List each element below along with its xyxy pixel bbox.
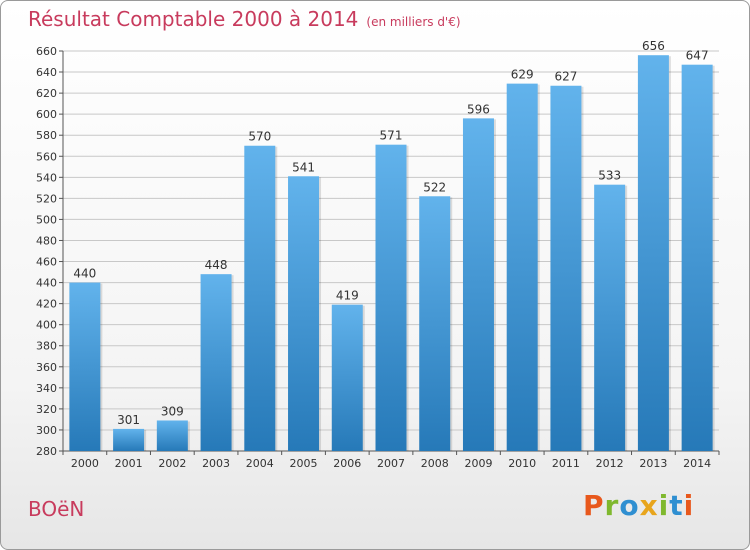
x-tick-label: 2002 [158,457,186,470]
y-tick-label: 300 [36,424,57,437]
bar-value-label: 522 [423,180,446,194]
bar-value-label: 570 [248,130,271,144]
bar [681,64,713,452]
bar [462,118,494,452]
bar [594,184,626,451]
x-tick-label: 2006 [333,457,361,470]
y-tick-label: 560 [36,150,57,163]
bar [69,282,101,451]
bar [113,428,145,451]
commune-name: BOëN [28,497,85,521]
logo-letter: x [639,489,659,522]
x-tick-label: 2012 [596,457,624,470]
chart-subtitle: (en milliers d'€) [366,15,461,29]
bar [375,144,407,451]
bar-value-label: 627 [554,70,577,84]
y-tick-label: 660 [36,45,57,58]
logo-letter: t [669,489,684,522]
bar [200,274,232,451]
x-tick-label: 2010 [508,457,536,470]
x-tick-label: 2004 [246,457,274,470]
bar [506,83,538,451]
y-tick-label: 380 [36,340,57,353]
x-tick-label: 2000 [71,457,99,470]
chart-title: Résultat Comptable 2000 à 2014 (en millie… [28,7,461,31]
x-tick-label: 2001 [115,457,143,470]
x-tick-label: 2014 [683,457,711,470]
logo-letter: P [583,489,605,522]
y-tick-label: 620 [36,87,57,100]
y-tick-label: 640 [36,66,57,79]
bar-value-label: 571 [380,129,403,143]
logo-letter: o [619,489,640,522]
proxiti-logo[interactable]: Proxiti [583,489,694,522]
y-tick-label: 460 [36,256,57,269]
bar-value-label: 440 [73,267,96,281]
bar-value-label: 647 [686,49,709,63]
y-tick-label: 340 [36,382,57,395]
y-tick-label: 400 [36,319,57,332]
bar-value-label: 629 [511,68,534,82]
bar-value-label: 596 [467,102,490,116]
y-tick-label: 500 [36,213,57,226]
x-tick-label: 2007 [377,457,405,470]
y-tick-label: 600 [36,108,57,121]
x-tick-label: 2003 [202,457,230,470]
axes: 280 300 320 340 360 380 400 420 440 460 480 500 520 5… [36,45,720,470]
logo-letter: r [604,489,620,522]
y-tick-label: 480 [36,234,57,247]
bar [419,196,451,451]
y-tick-label: 520 [36,192,57,205]
logo-letter: i [683,489,695,522]
bar-value-label: 533 [598,169,621,183]
x-tick-label: 2013 [639,457,667,470]
x-tick-label: 2008 [421,457,449,470]
y-tick-label: 580 [36,129,57,142]
bar [550,85,582,451]
bar-value-label: 656 [642,39,665,53]
y-tick-label: 420 [36,298,57,311]
bars: 440 301 309 448 570 541 419 571 522 596 629 627 533 6… [69,39,715,452]
y-tick-label: 280 [36,445,57,458]
logo-letter: i [658,489,670,522]
y-tick-label: 320 [36,403,57,416]
bar [156,420,188,451]
y-tick-label: 360 [36,361,57,374]
bar [288,176,320,451]
bar [331,304,363,451]
y-tick-label: 440 [36,277,57,290]
x-tick-label: 2009 [464,457,492,470]
x-tick-label: 2011 [552,457,580,470]
y-tick-label: 540 [36,171,57,184]
bar-value-label: 419 [336,289,359,303]
title-text: Résultat Comptable 2000 à 2014 [28,7,359,31]
bar [244,145,276,451]
bar-value-label: 448 [205,258,228,272]
bar-value-label: 301 [117,413,140,427]
bar [637,55,669,452]
bar-value-label: 309 [161,404,184,418]
bar-value-label: 541 [292,160,315,174]
x-tick-label: 2005 [290,457,318,470]
